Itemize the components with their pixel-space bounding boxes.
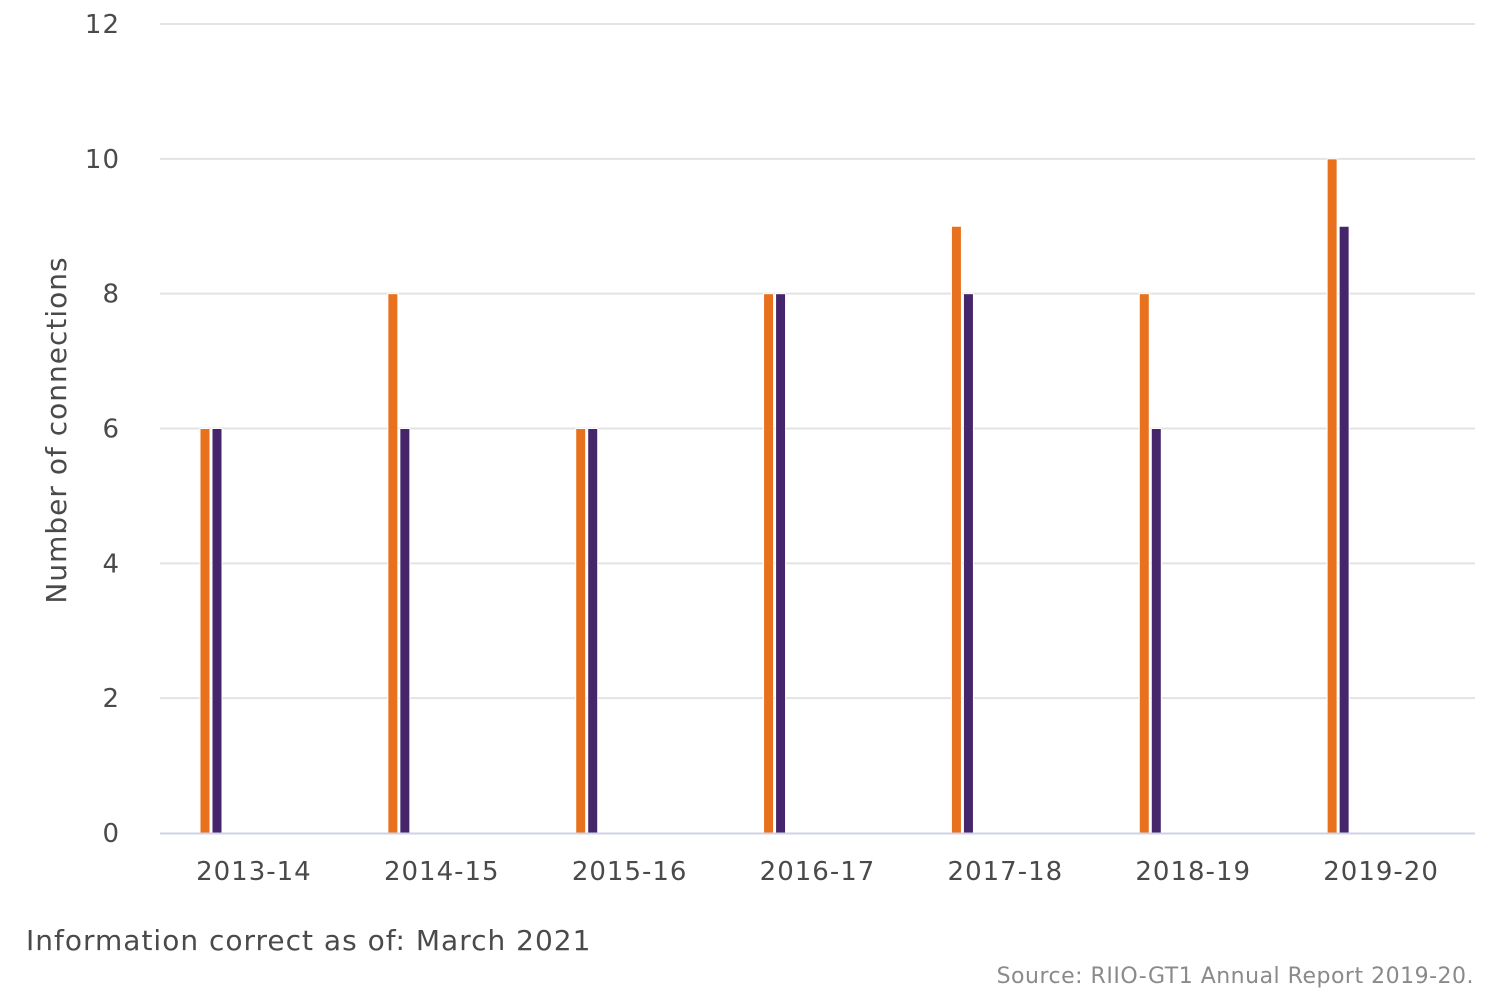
bar-series-2: [399, 428, 411, 834]
y-tick-label: 0: [102, 819, 120, 849]
y-tick-label: 12: [85, 10, 120, 40]
bar-series-1: [199, 428, 211, 834]
y-tick-label: 4: [102, 549, 120, 579]
bar-series-2: [1150, 428, 1162, 834]
source-note: Source: RIIO-GT1 Annual Report 2019-20.: [996, 964, 1474, 989]
bar-series-2: [1338, 225, 1350, 834]
bar-series-1: [950, 225, 962, 834]
bar-series-1: [387, 293, 399, 834]
x-tick-label: 2019-20: [1323, 857, 1439, 887]
bar-series-2: [962, 293, 974, 834]
bars: [199, 158, 1350, 834]
y-axis-ticks: 0 2 4 6 8 10 12: [85, 10, 120, 849]
bar-series-2: [211, 428, 223, 834]
x-tick-label: 2017-18: [948, 857, 1064, 887]
y-tick-label: 6: [102, 415, 120, 445]
x-tick-label: 2015-16: [572, 857, 688, 887]
x-tick-label: 2013-14: [196, 857, 312, 887]
y-tick-label: 8: [102, 280, 120, 310]
y-tick-label: 10: [85, 145, 120, 175]
info-note: Information correct as of: March 2021: [26, 924, 592, 957]
y-axis-label: Number of connections: [40, 256, 73, 603]
bar-series-1: [763, 293, 775, 834]
bar-series-1: [1326, 158, 1338, 834]
bar-series-1: [1138, 293, 1150, 834]
x-tick-label: 2018-19: [1135, 857, 1251, 887]
bar-series-2: [587, 428, 599, 834]
x-tick-label: 2016-17: [760, 857, 876, 887]
x-tick-label: 2014-15: [384, 857, 500, 887]
gridlines: [160, 23, 1475, 700]
x-axis-ticks: 2013-14 2014-15 2015-16 2016-17 2017-18 2018-…: [196, 857, 1439, 887]
y-tick-label: 2: [102, 684, 120, 714]
bar-series-1: [575, 428, 587, 834]
bar-series-2: [775, 293, 787, 834]
